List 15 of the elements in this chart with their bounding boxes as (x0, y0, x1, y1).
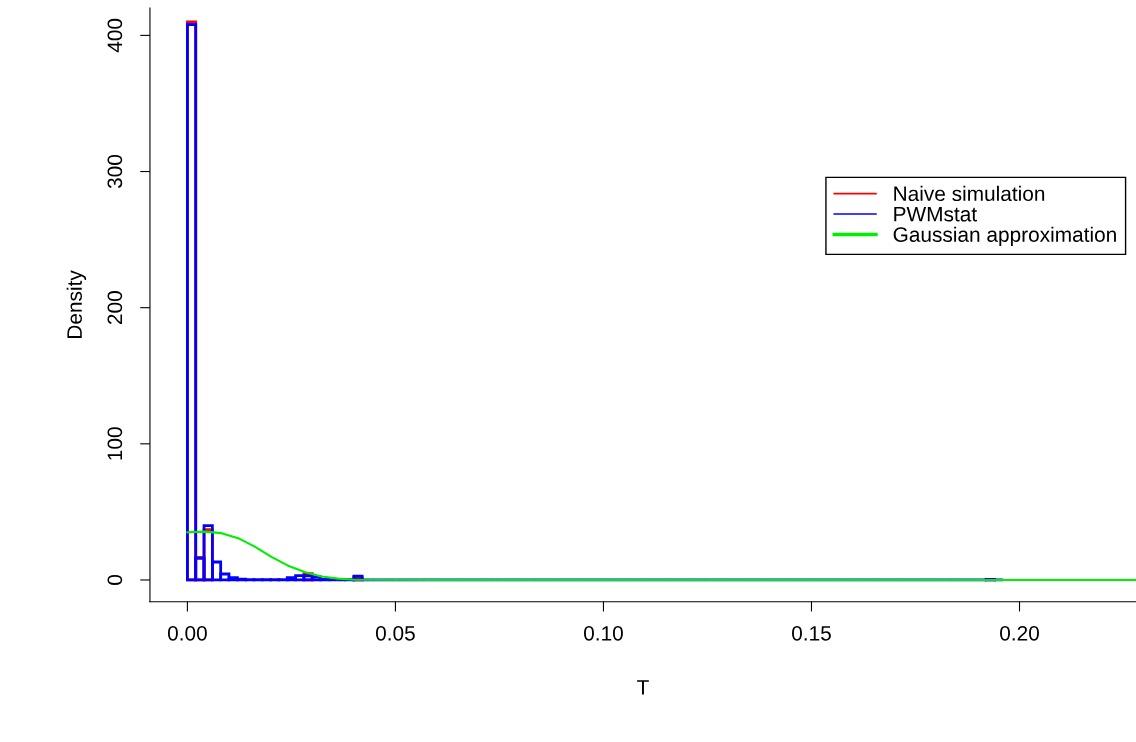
legend-label: PWMstat (894, 206, 977, 222)
x-tick-label: 0.20 (1000, 625, 1039, 641)
x-tick-label: 0.10 (583, 625, 623, 641)
y-axis-title: Density (66, 270, 87, 338)
y-tick-label: 400 (107, 18, 123, 53)
x-tick-label: 0.15 (792, 625, 831, 641)
x-axis-title: T (637, 680, 649, 695)
x-tick-label: 0.00 (167, 625, 207, 641)
y-tick-label: 0 (107, 575, 123, 585)
legend-label: Naive simulation (894, 185, 1045, 202)
y-tick-label: 100 (107, 427, 123, 460)
legend-label: Gaussian approximation (893, 226, 1116, 247)
y-tick-label: 300 (107, 154, 123, 189)
x-tick-label: 0.05 (375, 625, 415, 641)
y-tick-label: 200 (107, 291, 123, 325)
